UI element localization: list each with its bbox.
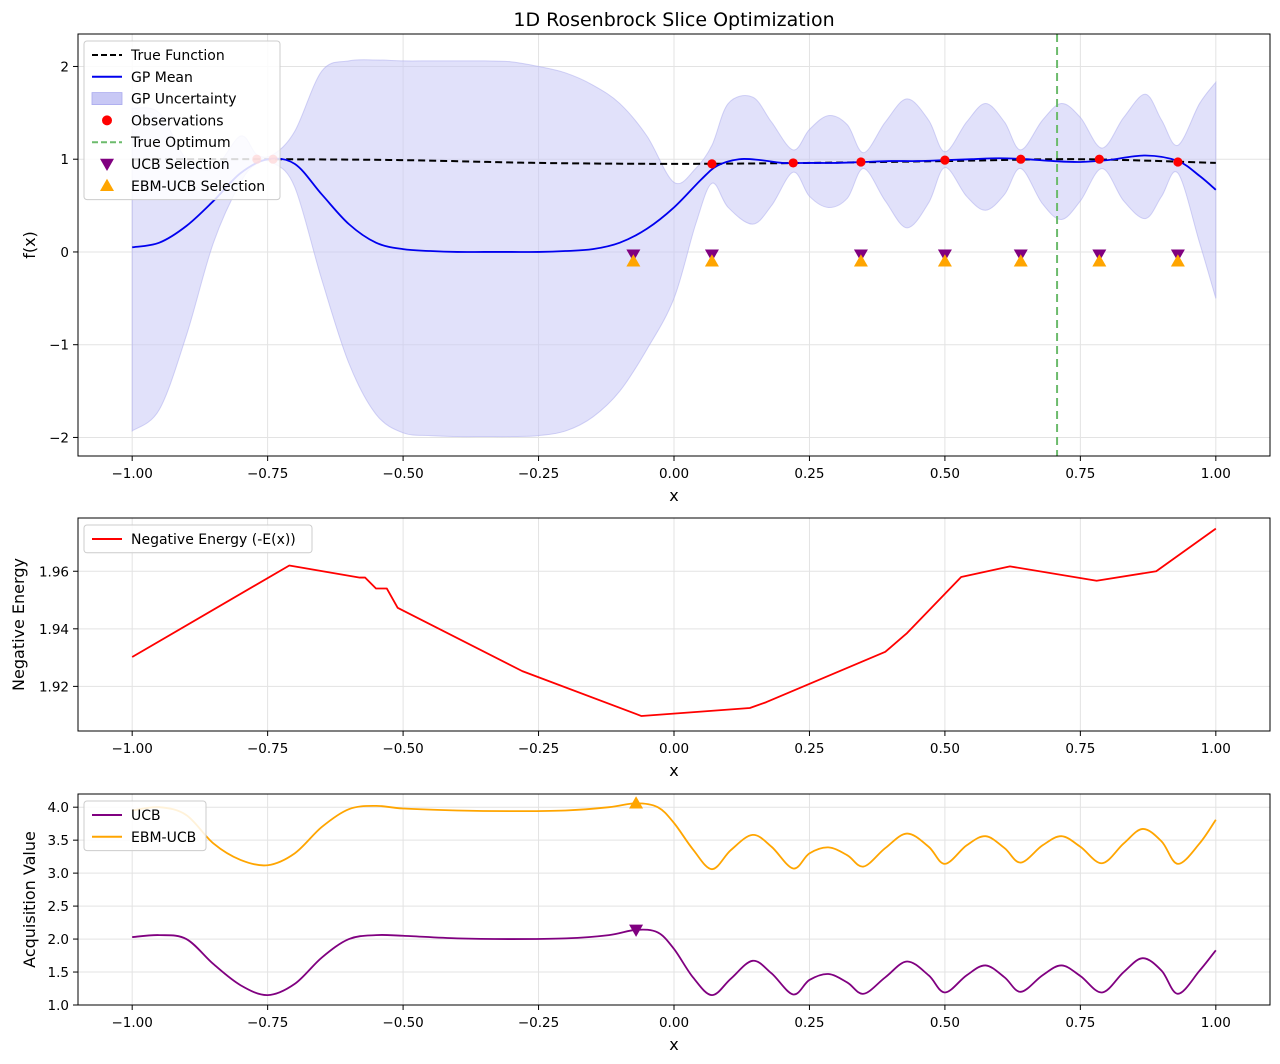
y-tick-label: 1.5 [48,965,69,981]
ucb-max-marker [629,924,644,937]
ebm-ucb-line [132,802,1217,871]
ebm-ucb-max-marker [629,796,644,809]
y-tick-label: 1 [60,152,69,168]
y-axis-title: Negative Energy [9,558,28,691]
ebm-ucb-selection-marker [1092,254,1107,267]
y-tick-label: 1.0 [48,998,69,1014]
x-tick-label: 0.00 [659,1015,689,1031]
x-tick-label: −1.00 [111,466,152,482]
ebm-ucb-selection-marker [704,254,719,267]
y-tick-label: 1.96 [39,564,69,580]
y-tick-label: 4.0 [48,800,69,816]
legend-label: EBM-UCB Selection [131,179,265,195]
y-tick-label: 3.5 [48,833,69,849]
energy-panel: −1.00 −0.75 −0.50 −0.25 0.00 0.25 0.50 0.75 1.00… [9,517,1271,780]
x-tick-label: 0.50 [930,741,960,757]
observation-point [856,157,866,167]
y-tick-label: 1.92 [39,679,69,695]
y-tick-label: 3.0 [48,866,69,882]
x-axis-title: x [669,1035,678,1054]
x-tick-label: 0.75 [1065,1015,1095,1031]
legend-label: EBM-UCB [131,830,196,846]
legend: Negative Energy (-E(x)) [83,524,313,554]
y-axis-title: Acquisition Value [20,831,39,968]
ebm-ucb-selection-marker [626,254,641,267]
x-tick-label: −0.25 [518,741,559,757]
legend: True Function GP Mean GP Uncertainty Observ… [83,40,281,201]
x-tick-label: 1.00 [1201,741,1231,757]
x-tick-label: 0.25 [794,1015,824,1031]
y-tick-label: 2 [60,59,69,75]
observation-point [1016,154,1026,164]
x-tick-label: 0.00 [659,741,689,757]
legend-label: Observations [131,113,224,129]
legend: UCB EBM-UCB [83,800,207,852]
y-tick-label: −2 [49,430,69,446]
x-tick-label: 0.25 [794,741,824,757]
y-tick-label: 0 [60,245,69,261]
legend-handle [91,92,123,105]
x-tick-label: −0.50 [382,741,423,757]
x-tick-label: 0.50 [930,466,960,482]
legend-label: True Optimum [130,135,231,151]
x-tick-label: −1.00 [111,1015,152,1031]
observation-point [1094,154,1104,164]
ebm-ucb-selection-marker [1170,254,1185,267]
x-tick-label: −0.50 [382,1015,423,1031]
negative-energy-e-x--line [131,527,1217,717]
figure-title: 1D Rosenbrock Slice Optimization [513,9,834,31]
plot-area [131,34,1217,456]
plot-area [132,796,1217,997]
x-tick-label: −1.00 [111,741,152,757]
legend-box [83,40,281,201]
gp-mean-line [132,154,1217,253]
x-axis-title: x [669,761,678,780]
ebm-ucb-selection-marker [853,254,868,267]
y-tick-label: −1 [49,338,69,354]
legend-label: GP Uncertainty [131,92,237,108]
x-tick-label: −0.50 [382,466,423,482]
uncertainty-band [131,59,1217,438]
ebm-ucb-selection-marker [1013,254,1028,267]
acquisition-panel: −1.00 −0.75 −0.50 −0.25 0.00 0.25 0.50 0.75 1.00… [20,793,1271,1054]
ucb-line [132,928,1217,997]
x-tick-label: −0.25 [518,1015,559,1031]
legend-handle [100,178,114,192]
observation-point [940,155,950,165]
y-tick-label: 1.94 [39,622,69,638]
legend-label: GP Mean [131,70,193,86]
x-tick-label: 0.75 [1065,741,1095,757]
x-tick-label: 1.00 [1201,466,1231,482]
x-axis-title: x [669,486,678,505]
y-tick-label: 2.0 [48,932,69,948]
x-tick-label: 0.25 [794,466,824,482]
y-tick-label: 2.5 [48,899,69,915]
legend-label: True Function [130,48,225,64]
legend-box [83,800,207,852]
gp-panel: −1.00 −0.75 −0.50 −0.25 0.00 0.25 0.50 0.75 1.00… [20,33,1271,505]
ebm-ucb-selection-marker [937,254,952,267]
legend-box [83,524,313,554]
observation-point [707,159,717,169]
observation-point [788,158,798,168]
plot-area [131,527,1217,717]
x-tick-label: −0.25 [518,466,559,482]
x-tick-label: 1.00 [1201,1015,1231,1031]
observation-point [1173,157,1183,167]
legend-handle [100,158,114,171]
x-tick-label: −0.75 [247,1015,288,1031]
legend-label: Negative Energy (-E(x)) [131,532,296,548]
legend-label: UCB [131,808,161,824]
x-tick-label: −0.75 [247,741,288,757]
legend-handle [102,115,112,126]
legend-label: UCB Selection [131,157,230,173]
x-tick-label: 0.00 [659,466,689,482]
x-tick-label: −0.75 [247,466,288,482]
x-tick-label: 0.50 [930,1015,960,1031]
y-axis-title: f(x) [20,231,39,259]
x-tick-label: 0.75 [1065,466,1095,482]
